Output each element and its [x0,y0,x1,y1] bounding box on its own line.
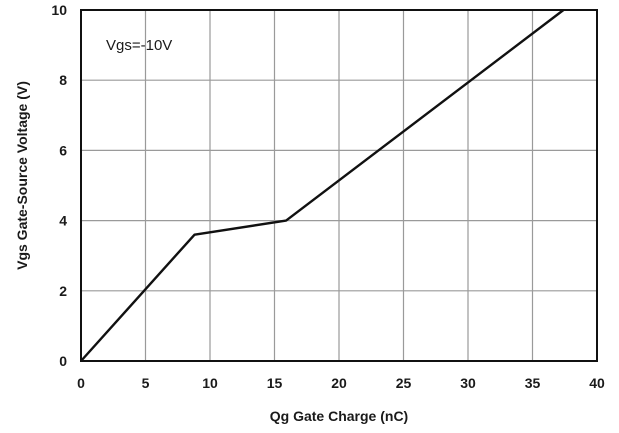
x-tick-label-10: 10 [202,375,218,391]
series-line-0 [80,9,565,362]
x-tick-label-25: 25 [396,375,412,391]
x-tick-label-5: 5 [142,375,150,391]
y-tick-label-10: 10 [51,2,67,18]
y-tick-label-2: 2 [59,283,67,299]
plot-frame [80,9,598,362]
x-tick-label-20: 20 [331,375,347,391]
x-axis-label: Qg Gate Charge (nC) [270,408,408,424]
x-tick-label-0: 0 [77,375,85,391]
annotation-vgs: Vgs=-10V [106,37,172,54]
y-tick-label-4: 4 [59,213,67,229]
y-tick-label-8: 8 [59,72,67,88]
series-layer [80,9,565,362]
grid-layer [80,9,598,362]
x-tick-label-40: 40 [589,375,605,391]
y-tick-label-6: 6 [59,142,67,158]
x-tick-label-15: 15 [267,375,283,391]
x-tick-label-30: 30 [460,375,476,391]
x-tick-labels: 0 5 10 15 20 25 30 35 40 [77,375,605,391]
y-tick-labels: 0 2 4 6 8 10 [51,2,67,369]
y-tick-label-0: 0 [59,353,67,369]
y-axis-label: Vgs Gate-Source Voltage (V) [14,81,30,270]
x-tick-label-35: 35 [525,375,541,391]
